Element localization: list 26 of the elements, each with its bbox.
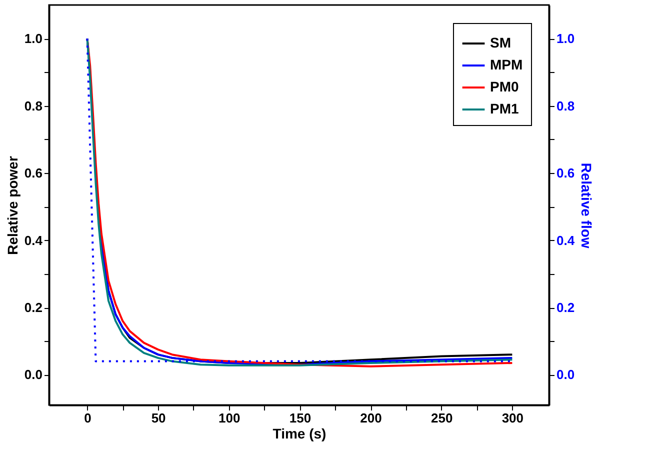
- y-tick-label: 0.8: [24, 98, 42, 114]
- y-tick-label: 0.6: [24, 166, 42, 181]
- y2-tick-label: 0.6: [556, 166, 575, 181]
- y-tick-label: 0.2: [24, 300, 42, 316]
- y2-tick-label: 0.2: [556, 300, 575, 316]
- x-tick-label: 150: [289, 410, 312, 426]
- y-tick-label: 0.4: [24, 232, 44, 248]
- x-tick-label: 100: [218, 410, 240, 426]
- y-tick-label: 1.0: [24, 31, 42, 46]
- y2-tick-label: 0.0: [556, 367, 575, 382]
- x-tick-label: 0: [84, 410, 92, 426]
- y2-axis-title: Relative flow: [578, 162, 595, 248]
- y2-tick-label: 0.4: [556, 232, 576, 248]
- x-tick-label: 300: [502, 410, 524, 426]
- legend-label: MPM: [490, 56, 523, 72]
- y2-tick-label: 0.8: [556, 98, 575, 114]
- y-tick-label: 0.0: [24, 367, 42, 382]
- legend-label: PM1: [490, 100, 519, 116]
- x-tick-label: 50: [151, 410, 166, 426]
- y2-tick-label: 1.0: [556, 31, 575, 46]
- x-tick-label: 200: [360, 410, 382, 426]
- legend-label: SM: [490, 34, 511, 50]
- x-axis-title: Time (s): [272, 426, 326, 442]
- y-axis-title: Relative power: [4, 156, 20, 255]
- x-tick-label: 250: [431, 410, 453, 426]
- legend-label: PM0: [490, 78, 519, 94]
